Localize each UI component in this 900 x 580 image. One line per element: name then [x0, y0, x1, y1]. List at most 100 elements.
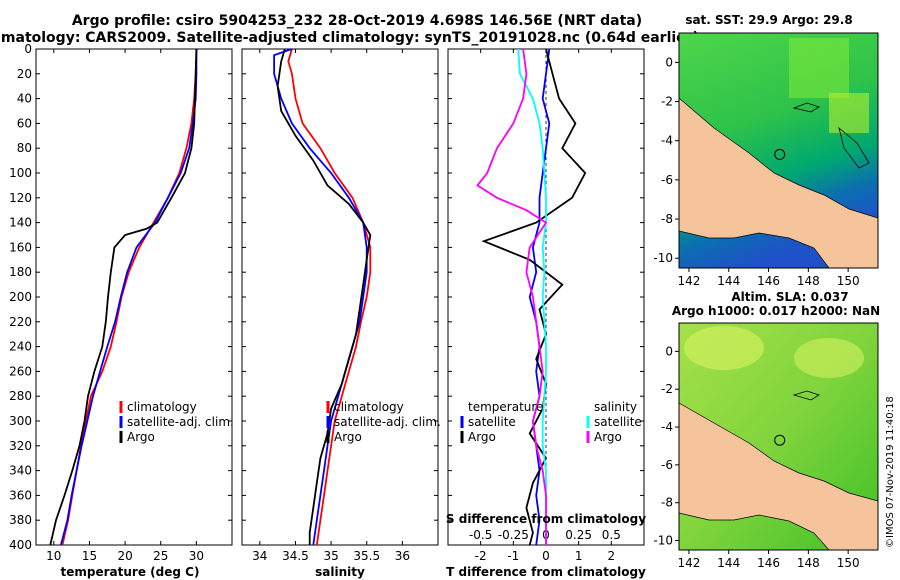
ytick-label: 120 — [9, 191, 32, 205]
salinity-legend-satellite: satellite-adj. clim. — [334, 415, 441, 429]
series-satellite-adj-clim- — [273, 48, 368, 546]
sst-argo-position — [774, 148, 786, 160]
xtick-label: -2 — [475, 549, 487, 563]
ytick-label: 160 — [9, 240, 32, 254]
difference-series — [476, 48, 587, 546]
ytick-label: 60 — [17, 116, 32, 130]
map-xtick-label: 148 — [797, 274, 820, 288]
ytick-label: 200 — [9, 290, 32, 304]
sst-coastline-island-2 — [838, 126, 870, 169]
difference-legend-t-argo: Argo — [468, 430, 496, 444]
figure-title-line1: Argo profile: csiro 5904253_232 28-Oct-2… — [72, 13, 642, 29]
salinity-legend-climatology: climatology — [334, 400, 404, 414]
salinity-series — [273, 48, 372, 546]
salinity-panel: 34 34.5 35 35.5 36 climatology satellite-adj… — [241, 48, 441, 579]
difference-axis: -2 -1 0 1 2-0.5 -0.25 0 0.25 0.5 — [448, 48, 644, 563]
map-ytick-label: -4 — [661, 134, 673, 148]
series-climatology — [287, 48, 372, 546]
map-ytick-label: -4 — [661, 420, 673, 434]
xtick-label-salinity: 0.25 — [565, 528, 592, 542]
difference-legend-salinity-title: salinity — [594, 400, 637, 414]
sla-high-patch — [684, 326, 764, 370]
sla-argo-position — [774, 434, 786, 446]
ytick-label: 340 — [9, 464, 32, 478]
xtick-label: 34.5 — [282, 549, 309, 563]
map-xtick-label: 146 — [757, 274, 780, 288]
sst-coastline-island — [792, 102, 820, 113]
sst-map-frame — [678, 32, 879, 269]
ytick-label: 0 — [24, 42, 32, 56]
sla-map-axis: 142 144 146 148 150 0 -2 -4 -6 -8 -10 — [653, 344, 859, 570]
sla-high-patch-2 — [794, 338, 864, 378]
figure-title-line2: Climatology: CARS2009. Satellite-adjuste… — [0, 30, 699, 46]
xtick-label: 35 — [323, 549, 338, 563]
map-ytick-label: 0 — [665, 344, 673, 358]
salinity-axis: 34 34.5 35 35.5 36 — [242, 48, 438, 563]
ytick-label: 300 — [9, 414, 32, 428]
ytick-label: 320 — [9, 439, 32, 453]
sst-warm-patch — [789, 38, 849, 98]
sst-land-mass — [679, 97, 878, 268]
ytick-label: 240 — [9, 340, 32, 354]
temperature-xlabel: temperature (deg C) — [61, 565, 200, 579]
ytick-label: 400 — [9, 538, 32, 552]
imos-watermark: ©IMOS 07-Nov-2019 11:40:18 — [885, 396, 896, 548]
xtick-label: 1 — [575, 549, 583, 563]
temperature-legend-satellite: satellite-adj. clim. — [127, 415, 234, 429]
difference-legend-s-argo: Argo — [594, 430, 622, 444]
map-xtick-label: 144 — [717, 556, 740, 570]
sla-map-title: Altim. SLA: 0.037 — [731, 290, 848, 304]
xtick-label: 10 — [46, 549, 61, 563]
sla-map-subtitle: Argo h1000: 0.017 h2000: NaN — [672, 304, 880, 318]
map-ytick-label: -10 — [653, 534, 673, 548]
series-s-satellite — [517, 48, 547, 545]
sla-coastline-island — [792, 390, 820, 401]
difference-panel: -2 -1 0 1 2-0.5 -0.25 0 0.25 0.5 temperature sat… — [446, 48, 646, 579]
sst-map-title: sat. SST: 29.9 Argo: 29.8 — [685, 13, 852, 27]
ytick-label: 280 — [9, 389, 32, 403]
xtick-label: 30 — [189, 549, 204, 563]
difference-legend-t-satellite: satellite — [468, 415, 516, 429]
xtick-label: 25 — [153, 549, 168, 563]
difference-xlabel-salinity: S difference from climatology — [446, 512, 646, 526]
series-satellite-adj-clim- — [60, 49, 198, 546]
ytick-label: 220 — [9, 315, 32, 329]
ytick-label: 80 — [17, 141, 32, 155]
sla-map-frame — [678, 322, 879, 551]
ytick-label: 40 — [17, 92, 32, 106]
map-xtick-label: 150 — [837, 556, 860, 570]
difference-legend: temperature satellite Argo salinity sate… — [460, 400, 642, 444]
xtick-label-salinity: -0.5 — [469, 528, 492, 542]
xtick-label: 0 — [542, 549, 550, 563]
map-ytick-label: -2 — [661, 382, 673, 396]
xtick-label: 36 — [395, 549, 410, 563]
map-ytick-label: -8 — [661, 496, 673, 510]
temperature-legend: climatology satellite-adj. clim. Argo — [119, 400, 234, 444]
salinity-legend-argo: Argo — [334, 430, 362, 444]
ytick-label: 380 — [9, 513, 32, 527]
xtick-label: 34 — [252, 549, 267, 563]
xtick-label-salinity: 0.5 — [602, 528, 621, 542]
difference-xlabel-temperature: T difference from climatology — [446, 565, 646, 579]
sla-map: Altim. SLA: 0.037 Argo h1000: 0.017 h200… — [653, 290, 880, 570]
series-t-satellite — [528, 48, 551, 546]
map-ytick-label: -2 — [661, 95, 673, 109]
map-ytick-label: -6 — [661, 173, 673, 187]
ytick-label: 180 — [9, 265, 32, 279]
map-xtick-label: 142 — [677, 556, 700, 570]
temperature-legend-argo: Argo — [127, 430, 155, 444]
sla-land-mass — [679, 402, 878, 550]
series-s-argo — [476, 48, 548, 545]
xtick-label: 35.5 — [353, 549, 380, 563]
xtick-label: 2 — [608, 549, 616, 563]
map-xtick-label: 150 — [837, 274, 860, 288]
ytick-label: 260 — [9, 364, 32, 378]
map-ytick-label: 0 — [665, 55, 673, 69]
map-xtick-label: 142 — [677, 274, 700, 288]
ytick-label: 100 — [9, 166, 32, 180]
salinity-plot-frame — [241, 48, 439, 546]
map-xtick-label: 144 — [717, 274, 740, 288]
map-xtick-label: 148 — [797, 556, 820, 570]
temperature-axis: 0 20 40 60 80 100 120 140 160 180 200 220 240 260 280 3… — [9, 42, 232, 563]
